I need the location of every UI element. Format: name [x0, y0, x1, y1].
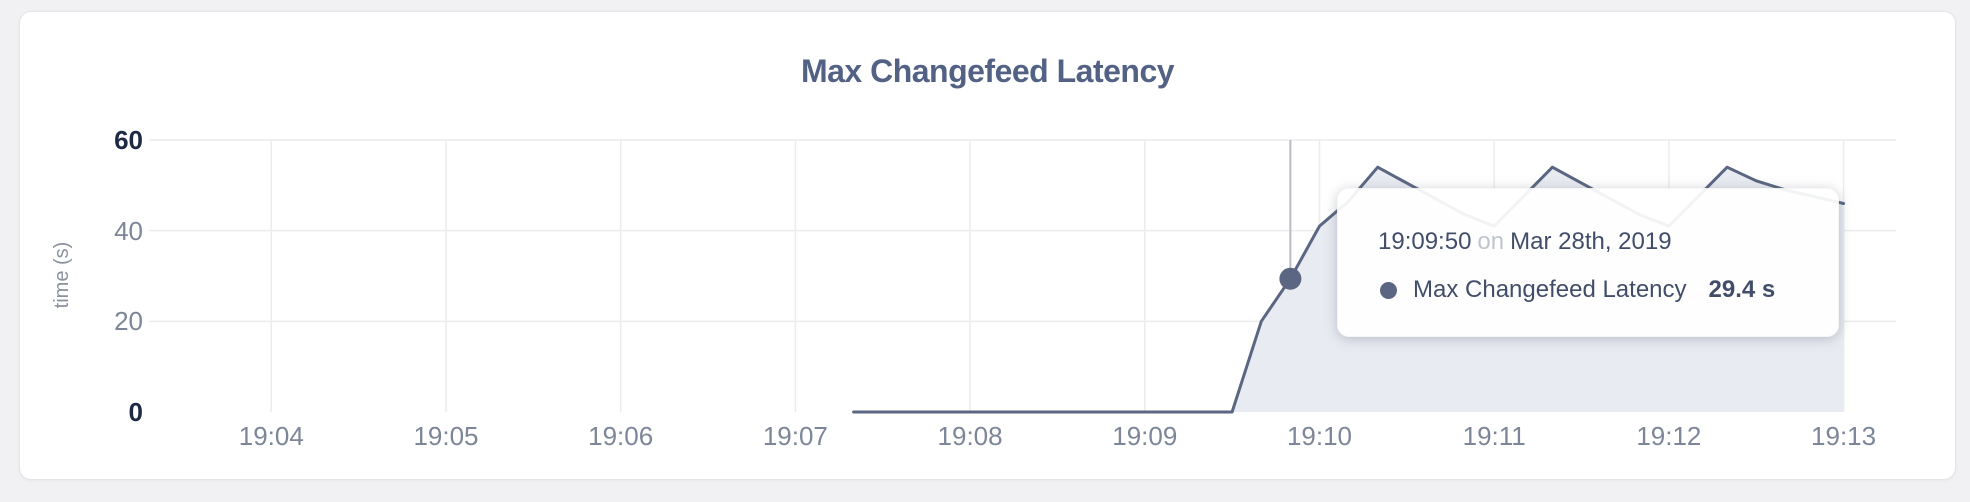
- x-tick-label: 19:08: [937, 421, 1003, 451]
- chart-title: Max Changefeed Latency: [800, 53, 1175, 89]
- x-tick-label: 19:12: [1636, 421, 1702, 451]
- x-tick-label: 19:10: [1286, 421, 1353, 451]
- x-tick-label: 19:04: [238, 421, 304, 451]
- tooltip-time: 19:09:50: [1378, 228, 1472, 255]
- tooltip-date: Mar 28th, 2019: [1510, 228, 1672, 255]
- y-tick-label: 20: [114, 306, 143, 337]
- tooltip-series-row: Max Changefeed Latency 29.4 s: [1380, 275, 1838, 305]
- hover-dot[interactable]: [1279, 267, 1302, 290]
- x-tick-label: 19:13: [1811, 421, 1877, 451]
- hover-tooltip: 19:09:50 on Mar 28th, 2019 Max Changefeed …: [1337, 188, 1839, 337]
- x-tick-label: 19:09: [1112, 421, 1178, 451]
- x-tick-label: 19:07: [762, 421, 828, 451]
- x-tick-label: 19:06: [588, 421, 654, 451]
- x-tick-label: 19:05: [413, 421, 479, 451]
- series-bullet-icon: [1380, 281, 1397, 299]
- tooltip-header: 19:09:50 on Mar 28th, 2019: [1378, 227, 1838, 257]
- tooltip-value: 29.4 s: [1708, 276, 1776, 303]
- tooltip-connector: on: [1477, 228, 1505, 255]
- y-tick-label: 60: [114, 125, 143, 155]
- y-tick-label: 0: [128, 397, 143, 427]
- y-tick-label: 40: [114, 215, 143, 246]
- x-tick-label: 19:11: [1462, 421, 1526, 451]
- tooltip-series-label: Max Changefeed Latency: [1413, 276, 1687, 303]
